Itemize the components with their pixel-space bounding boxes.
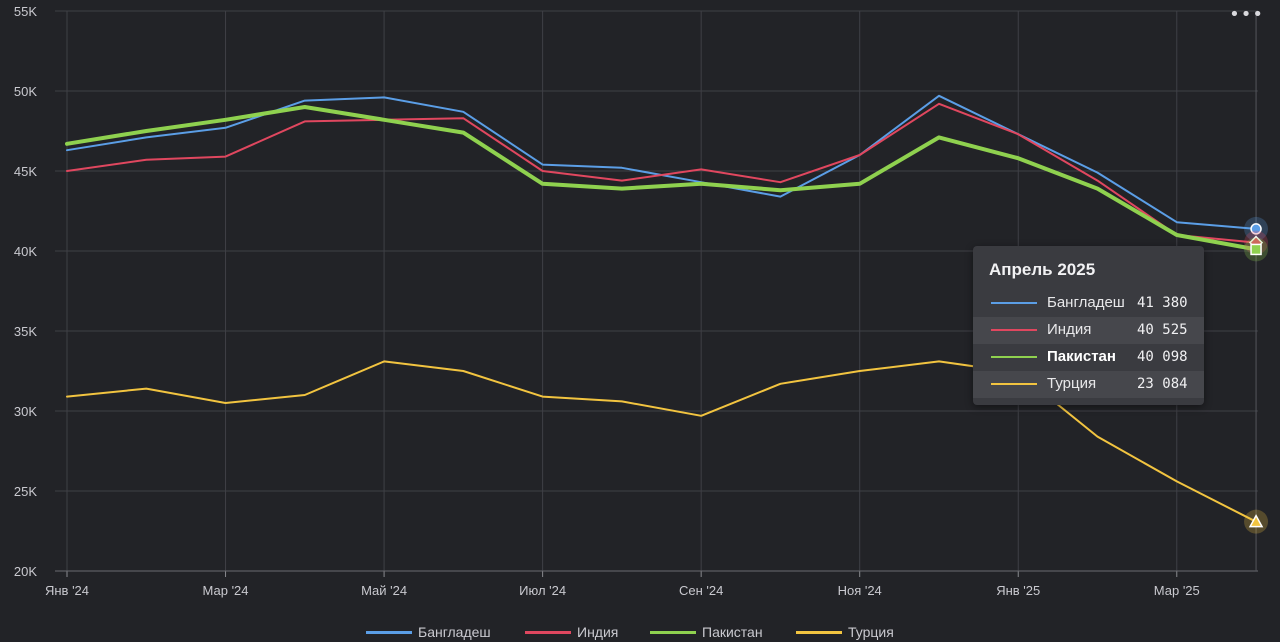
legend-label: Индия xyxy=(577,624,619,640)
y-tick-label: 35K xyxy=(14,324,37,339)
marker-square-icon xyxy=(1250,243,1262,256)
x-tick-label: Мар '25 xyxy=(1154,583,1200,598)
tooltip-row-bangladesh: Бангладеш 41 380 xyxy=(973,290,1204,317)
tooltip-series-value: 40 525 xyxy=(1137,322,1188,338)
x-tick-label: Май '24 xyxy=(361,583,407,598)
legend-label: Бангладеш xyxy=(418,624,491,640)
series-line-1[interactable] xyxy=(66,102,1257,244)
legend-label: Турция xyxy=(848,624,894,640)
legend-swatch xyxy=(525,631,571,634)
x-tick-label: Сен '24 xyxy=(679,583,723,598)
legend-swatch xyxy=(796,631,842,634)
tooltip-series-name: Индия xyxy=(1047,321,1092,338)
y-tick-label: 50K xyxy=(14,84,37,99)
x-tick-label: Ноя '24 xyxy=(838,583,882,598)
x-tick-label: Июл '24 xyxy=(519,583,566,598)
y-tick-label: 20K xyxy=(14,564,37,579)
tooltip-series-value: 23 084 xyxy=(1137,376,1188,392)
legend-swatch xyxy=(650,631,696,634)
legend-swatch xyxy=(366,631,412,634)
x-tick-label: Янв '25 xyxy=(996,583,1040,598)
tooltip-swatch xyxy=(991,302,1037,304)
tooltip: Апрель 2025 Бангладеш 41 380 Индия 40 52… xyxy=(973,246,1204,405)
x-tick-label: Янв '24 xyxy=(45,583,89,598)
tooltip-series-name: Пакистан xyxy=(1047,348,1116,365)
y-tick-label: 45K xyxy=(14,164,37,179)
tooltip-row-turkey: Турция 23 084 xyxy=(973,371,1204,398)
tooltip-series-value: 40 098 xyxy=(1137,349,1188,365)
marker-triangle-icon xyxy=(1248,514,1264,528)
tooltip-title: Апрель 2025 xyxy=(989,260,1096,279)
y-tick-label: 40K xyxy=(14,244,37,259)
tooltip-row-pakistan: Пакистан 40 098 xyxy=(973,344,1204,371)
marker-circle-icon xyxy=(1250,223,1262,235)
legend-label: Пакистан xyxy=(702,624,763,640)
chart-menu-icon[interactable]: ••• xyxy=(1229,4,1264,25)
tooltip-series-name: Турция xyxy=(1047,375,1097,392)
x-tick-label: Мар '24 xyxy=(203,583,249,598)
tooltip-swatch xyxy=(991,356,1037,358)
y-tick-label: 55K xyxy=(14,4,37,19)
series-line-2[interactable] xyxy=(65,105,1258,252)
tooltip-swatch xyxy=(991,329,1037,331)
tooltip-series-value: 41 380 xyxy=(1137,295,1188,311)
tooltip-row-india: Индия 40 525 xyxy=(973,317,1204,344)
tooltip-series-name: Бангладеш xyxy=(1047,294,1125,311)
y-tick-label: 30K xyxy=(14,404,37,419)
tooltip-swatch xyxy=(991,383,1037,385)
y-tick-label: 25K xyxy=(14,484,37,499)
legend: Бангладеш Индия Пакистан Турция xyxy=(0,622,1280,642)
